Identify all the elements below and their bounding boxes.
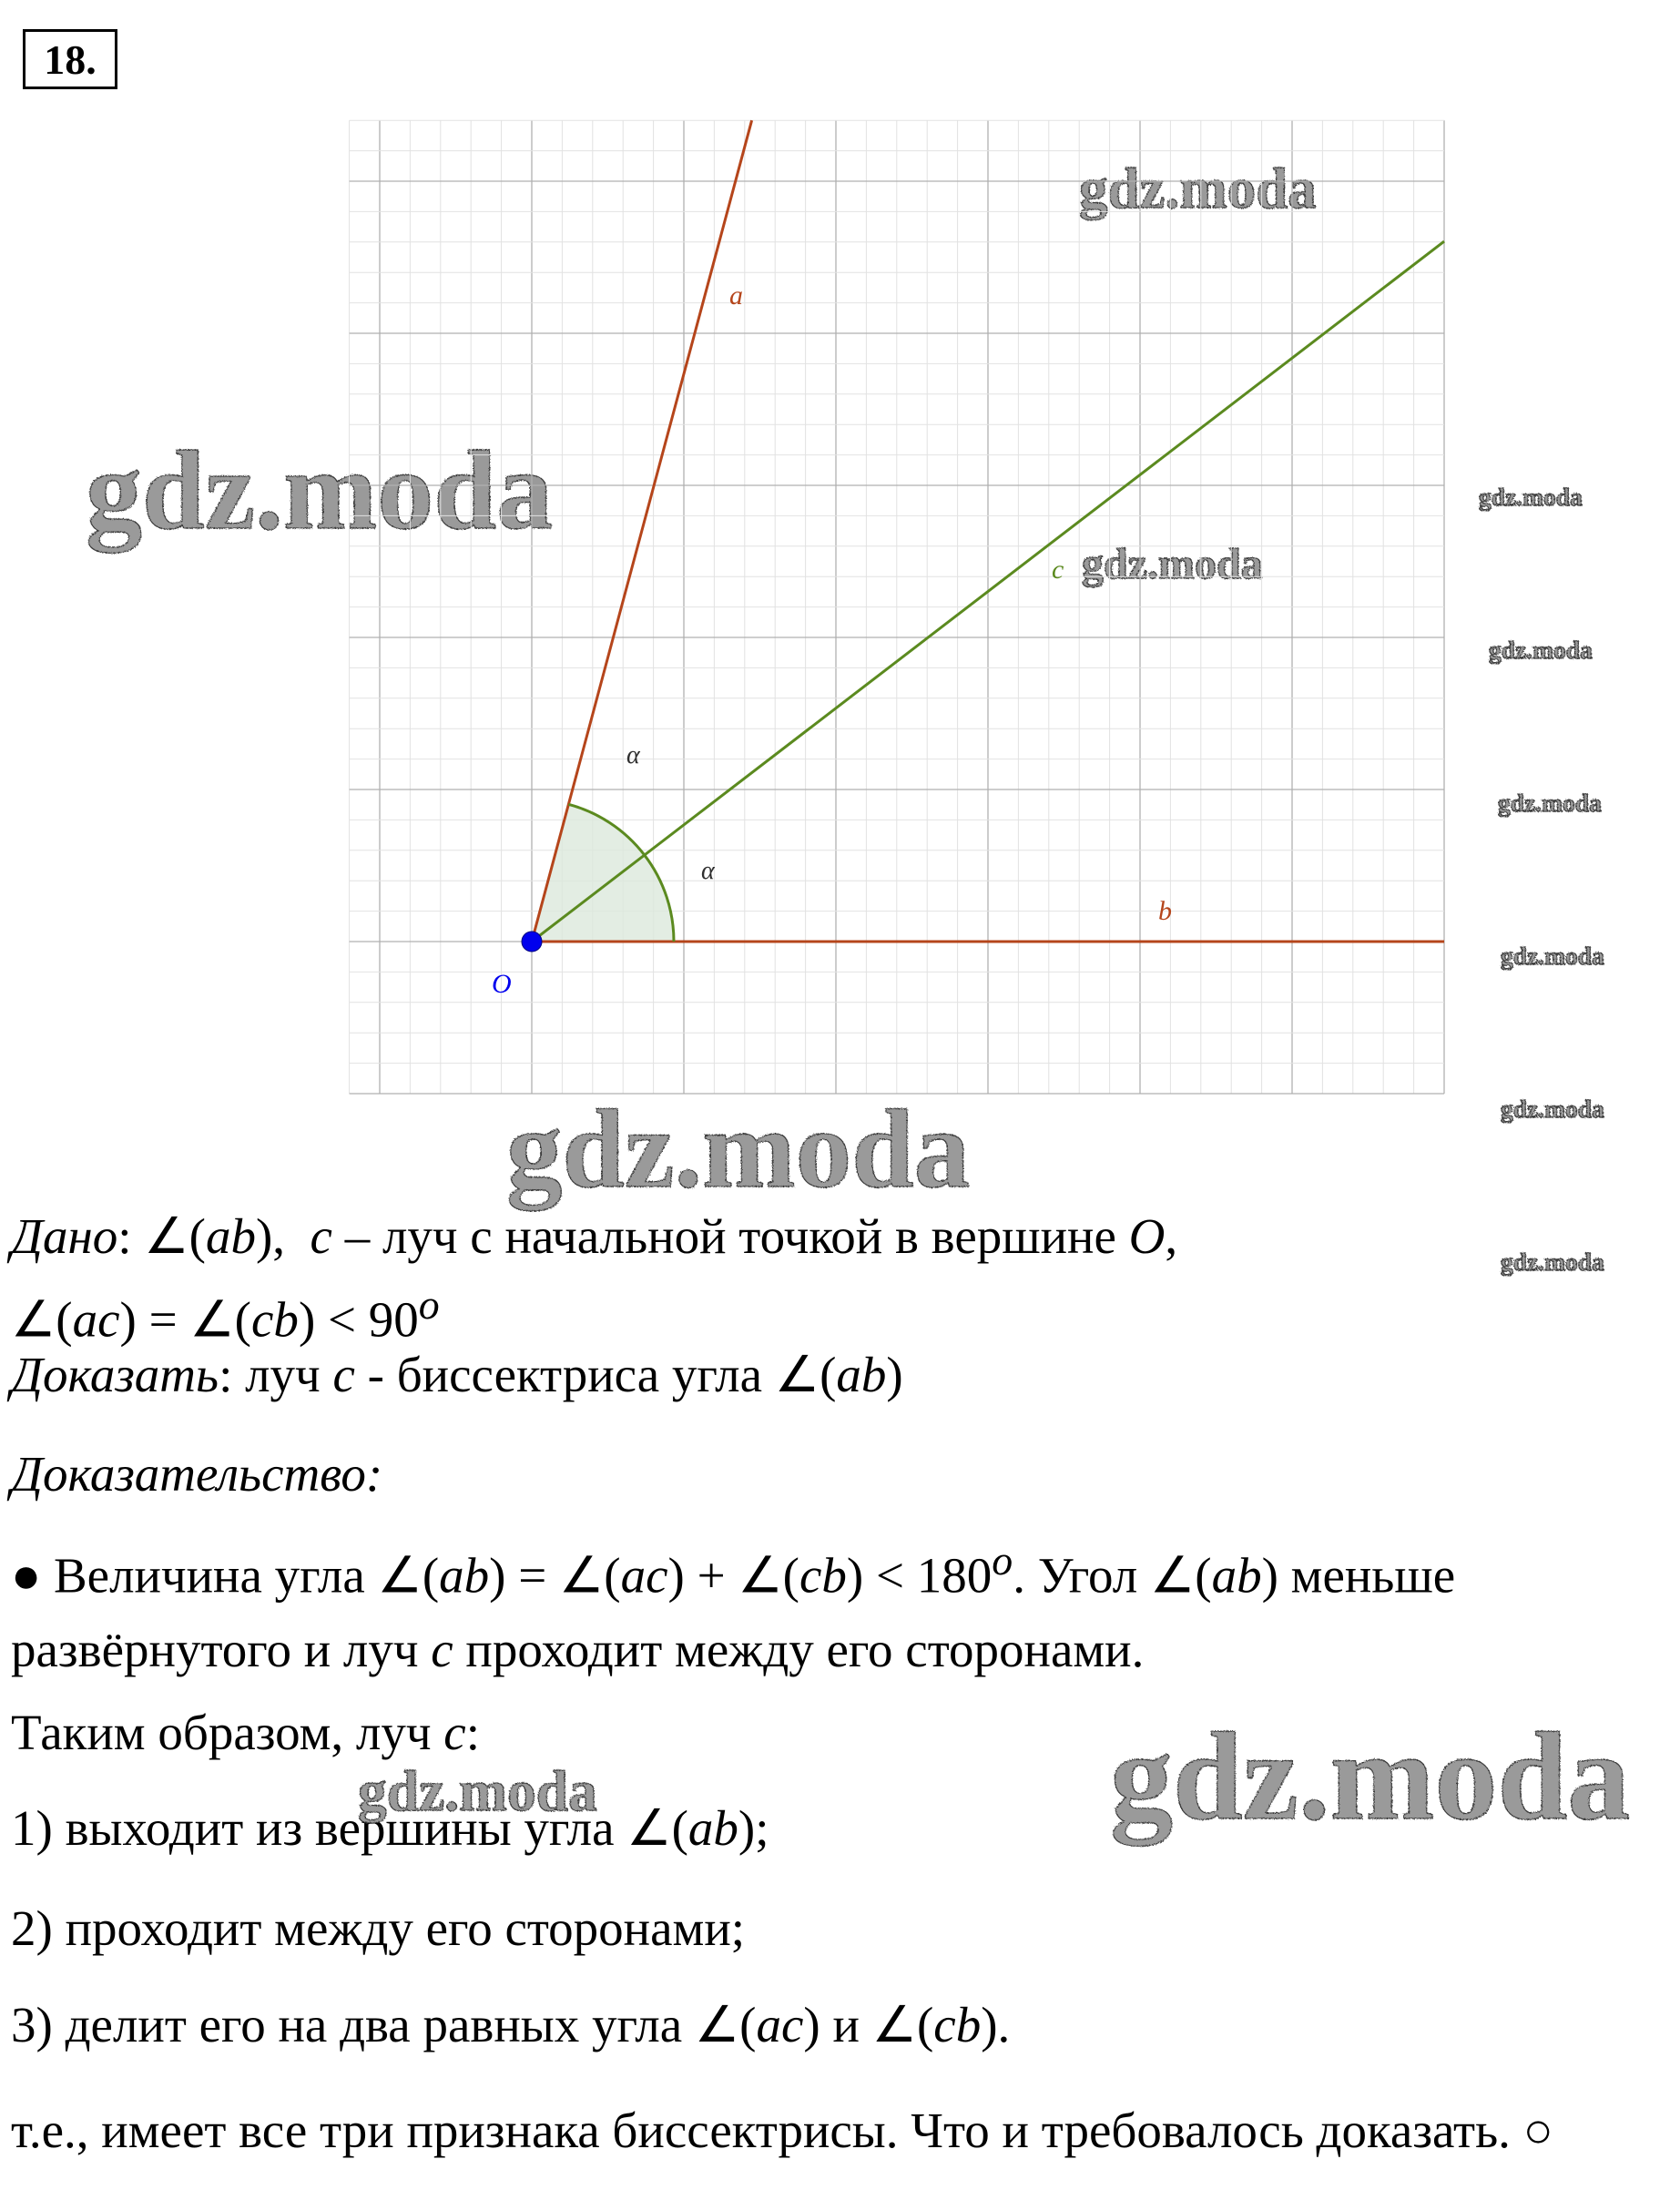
svg-text:b: b <box>1158 896 1172 926</box>
svg-text:a: a <box>729 280 743 311</box>
svg-text:α: α <box>626 741 641 769</box>
svg-text:α: α <box>701 857 716 885</box>
svg-text:O: O <box>492 969 512 999</box>
svg-text:c: c <box>1052 555 1064 585</box>
